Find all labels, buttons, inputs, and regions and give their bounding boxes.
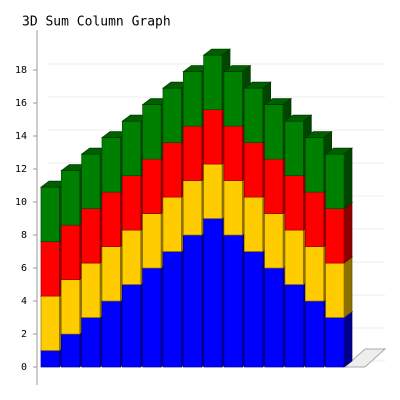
bar — [40, 295, 60, 351]
bar — [182, 180, 203, 236]
y-tick-label: 8 — [21, 230, 27, 241]
bar-top — [324, 147, 354, 155]
bar-side — [343, 147, 353, 210]
bar — [243, 251, 264, 368]
bar — [60, 279, 81, 335]
bar-side — [343, 256, 353, 319]
bar — [121, 229, 142, 285]
bar — [284, 284, 304, 368]
bar-top — [222, 65, 252, 73]
y-tick-label: 2 — [21, 329, 27, 340]
bar — [243, 196, 264, 252]
bar — [142, 104, 162, 160]
bar-side — [343, 310, 353, 368]
bar — [162, 251, 182, 368]
bar — [142, 158, 162, 214]
bar — [162, 87, 182, 143]
chart-title: 3D Sum Column Graph — [22, 15, 171, 30]
bar — [304, 191, 325, 247]
bar — [121, 284, 142, 368]
bar — [284, 175, 304, 231]
bar — [40, 350, 60, 368]
bar — [101, 300, 121, 368]
bar — [60, 170, 81, 226]
bar — [223, 180, 243, 236]
bar — [101, 246, 121, 302]
bar — [203, 54, 223, 110]
bar — [40, 186, 60, 242]
bar-top — [263, 98, 293, 106]
bar — [325, 317, 345, 368]
bar — [264, 158, 284, 214]
bar — [223, 234, 243, 368]
bar — [162, 142, 182, 198]
bar — [81, 262, 101, 318]
bar — [203, 163, 223, 219]
bar — [325, 153, 345, 209]
bar — [304, 246, 325, 302]
bar — [121, 175, 142, 231]
bar — [101, 191, 121, 247]
bar — [203, 218, 223, 368]
bar — [325, 208, 345, 264]
bar — [40, 241, 60, 297]
y-tick-label: 0 — [21, 362, 27, 373]
bar — [81, 208, 101, 264]
bar-top — [243, 81, 272, 89]
bar — [223, 125, 243, 181]
bar — [182, 234, 203, 368]
y-tick-label: 10 — [15, 197, 27, 208]
bar-side — [343, 201, 353, 264]
bar — [284, 229, 304, 285]
bar — [81, 317, 101, 368]
y-tick-label: 18 — [15, 65, 27, 76]
bar — [182, 125, 203, 181]
bar — [101, 137, 121, 193]
bar — [203, 109, 223, 165]
bar — [182, 71, 203, 127]
bar-top — [304, 131, 333, 138]
bar — [284, 120, 304, 176]
y-tick-label: 6 — [21, 263, 27, 274]
bar — [243, 142, 264, 198]
y-tick-label: 12 — [15, 164, 27, 175]
y-tick-label: 4 — [21, 296, 27, 307]
bar — [60, 333, 81, 368]
bar — [142, 267, 162, 368]
y-tick-label: 16 — [15, 98, 27, 109]
bar — [304, 300, 325, 368]
bar — [142, 213, 162, 269]
bar — [223, 71, 243, 127]
bar-top — [283, 114, 313, 122]
bar — [264, 104, 284, 160]
bar — [60, 224, 81, 280]
y-tick-label: 14 — [15, 131, 27, 142]
bar-top — [202, 48, 232, 56]
bar — [162, 196, 182, 252]
bar — [121, 120, 142, 176]
bar — [325, 262, 345, 318]
bar — [264, 213, 284, 269]
bar — [81, 153, 101, 209]
bar — [243, 87, 264, 143]
bar — [304, 137, 325, 193]
floor — [343, 348, 387, 368]
bar — [264, 267, 284, 368]
